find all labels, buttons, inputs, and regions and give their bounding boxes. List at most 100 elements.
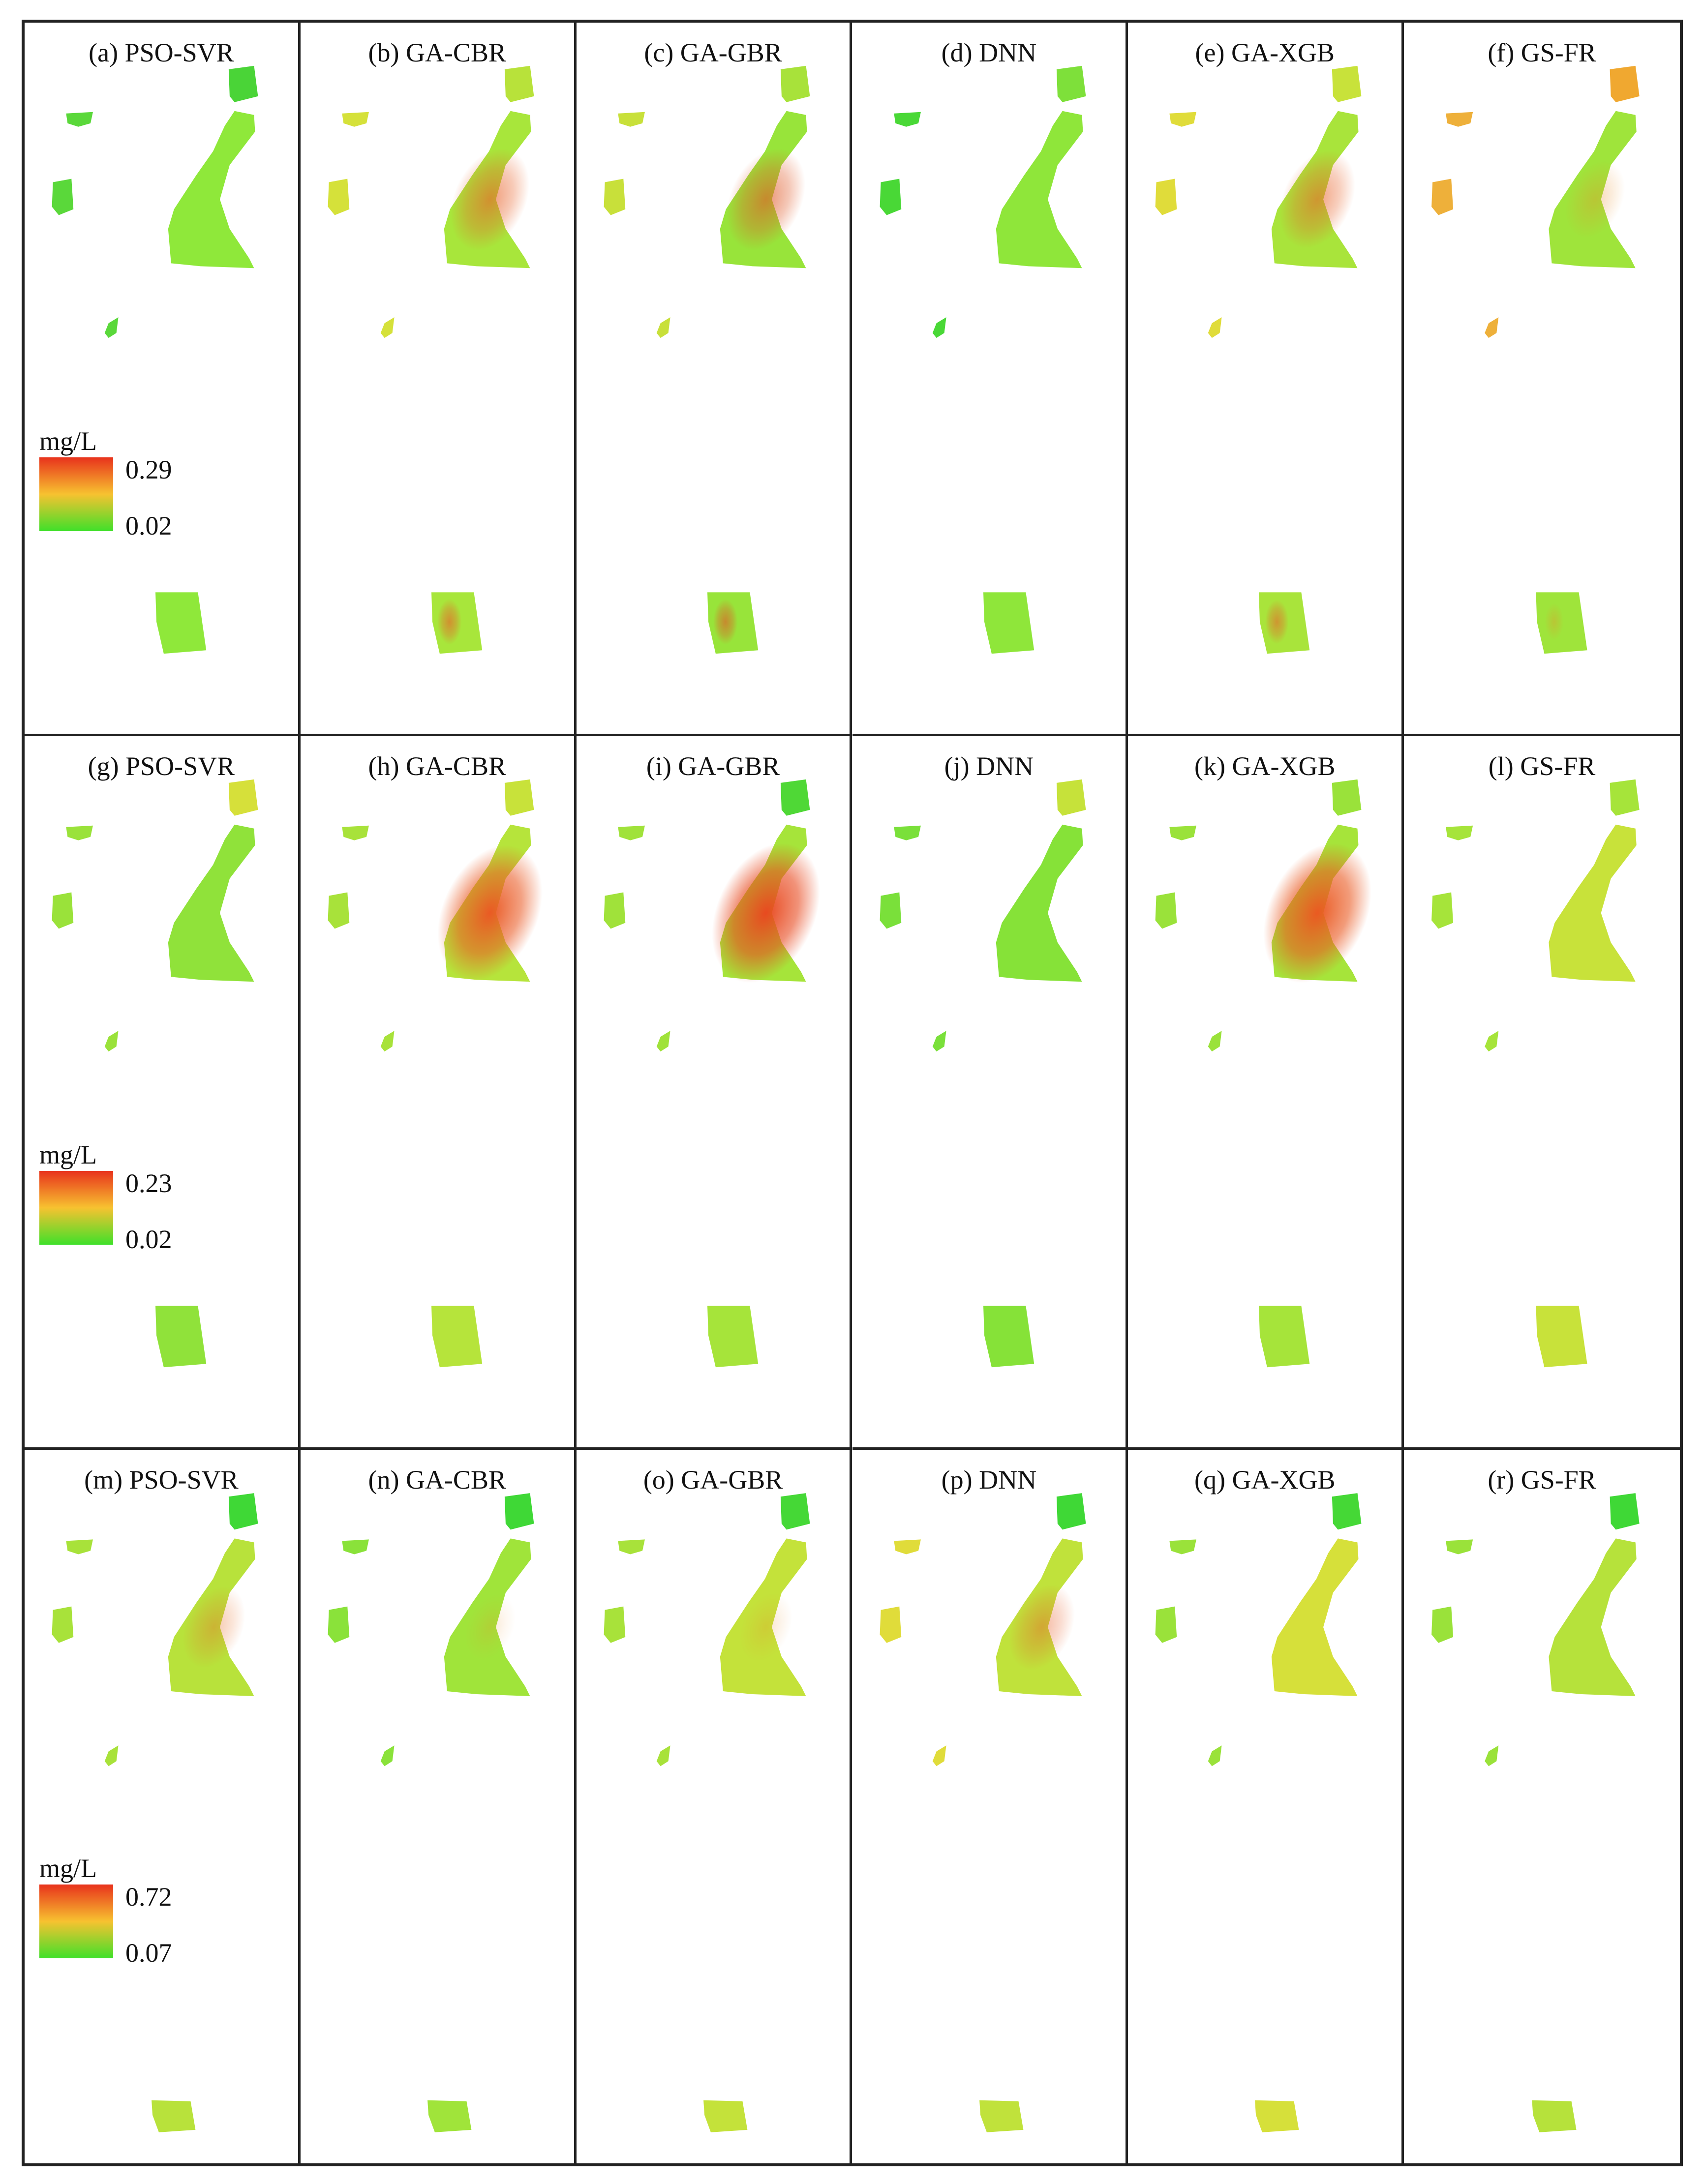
panel-title: (g) PSO-SVR [88, 751, 235, 781]
west-lake [880, 179, 901, 215]
northwest-lake [618, 1539, 645, 1555]
northwest-lake [342, 112, 369, 127]
concentration-hotspot [183, 1586, 245, 1668]
south-islet [656, 317, 670, 338]
legend-color-ramp [39, 457, 113, 531]
west-lake [52, 892, 74, 929]
south-lake [979, 2100, 1023, 2132]
lake-map [880, 1493, 1086, 2132]
west-lake [1155, 1606, 1177, 1643]
south-lake [152, 2100, 196, 2132]
south-lake [1255, 2100, 1299, 2132]
northwest-lake [893, 112, 921, 127]
lake-map [604, 65, 810, 654]
legend-color-ramp [39, 1170, 113, 1245]
panel-title: (q) GA-XGB [1194, 1465, 1336, 1495]
panel-title: (n) GA-CBR [368, 1465, 506, 1495]
concentration-hotspot [1545, 603, 1564, 640]
concentration-hotspot [437, 598, 462, 645]
northeast-lake [1332, 779, 1362, 816]
map-panel: (q) GA-XGB [1128, 1450, 1404, 2163]
legend-unit: mg/L [39, 426, 97, 456]
south-lake [983, 1306, 1034, 1368]
map-panel: (f) GS-FR [1404, 23, 1680, 736]
legend-unit: mg/L [39, 1853, 97, 1883]
map-panel: (e) GA-XGB [1128, 23, 1404, 736]
lake-map [604, 779, 820, 1368]
northeast-lake [1610, 65, 1640, 102]
legend-min-value: 0.07 [125, 1938, 172, 1968]
concentration-hotspot [464, 1594, 516, 1661]
lake-map [604, 1493, 810, 2132]
legend-unit: mg/L [39, 1139, 97, 1169]
northeast-lake [1332, 1493, 1362, 1530]
legend-max-value: 0.72 [125, 1882, 172, 1912]
west-lake [1155, 179, 1177, 215]
west-lake [1155, 892, 1177, 929]
map-panel: (r) GS-FR [1404, 1450, 1680, 2163]
south-islet [1485, 1745, 1499, 1766]
main-lake [1549, 824, 1637, 982]
northwest-lake [893, 1539, 921, 1555]
northeast-lake [1056, 65, 1086, 102]
west-lake [604, 179, 625, 215]
northwest-lake [66, 825, 93, 840]
legend-min-value: 0.02 [125, 1224, 172, 1254]
south-lake [427, 2100, 472, 2132]
south-lake [1259, 1306, 1310, 1368]
west-lake [1431, 179, 1454, 215]
lake-map [328, 779, 543, 1368]
panel-title: (m) PSO-SVR [84, 1465, 239, 1495]
panel-title: (j) DNN [944, 751, 1034, 781]
south-lake [155, 592, 207, 654]
lake-map [880, 65, 1086, 654]
map-panel: (m) PSO-SVR mg/L 0.72 0.07 [25, 1450, 301, 2163]
west-lake [880, 892, 901, 929]
south-islet [1485, 1031, 1499, 1052]
concentration-hotspot [1279, 150, 1356, 249]
map-panel: (l) GS-FR [1404, 736, 1680, 1450]
legend-max-value: 0.23 [125, 1168, 172, 1198]
main-lake [1272, 1538, 1359, 1697]
concentration-hotspot [1565, 161, 1625, 238]
west-lake [328, 179, 350, 215]
west-lake [52, 179, 74, 215]
northwest-lake [342, 825, 369, 840]
west-lake [604, 892, 625, 929]
south-lake [1532, 2100, 1577, 2132]
northwest-lake [66, 1539, 93, 1555]
northwest-lake [618, 112, 645, 127]
northwest-lake [66, 112, 93, 127]
lake-map [1155, 1493, 1362, 2132]
south-lake [155, 1306, 207, 1368]
northeast-lake [228, 779, 258, 816]
lake-map [52, 1493, 258, 2132]
northeast-lake [1610, 1493, 1640, 1530]
lake-map [52, 779, 258, 1368]
lake-map [1431, 1493, 1640, 2132]
concentration-hotspot [437, 845, 543, 981]
concentration-hotspot [1265, 599, 1289, 644]
west-lake [1431, 892, 1454, 929]
legend-max-value: 0.29 [125, 454, 172, 484]
panel-title: (c) GA-GBR [644, 38, 782, 67]
south-islet [104, 1031, 119, 1052]
northeast-lake [504, 65, 534, 102]
northeast-lake [780, 779, 810, 816]
map-panel: (h) GA-CBR [300, 736, 577, 1450]
lake-map [1431, 779, 1640, 1368]
northwest-lake [342, 1539, 369, 1555]
map-panel: (g) PSO-SVR mg/L 0.23 0.02 [25, 736, 301, 1450]
northwest-lake [1169, 825, 1197, 840]
concentration-hotspot [739, 1592, 792, 1662]
map-panel: (b) GA-CBR [300, 23, 577, 736]
south-lake [707, 1306, 758, 1368]
south-lake [983, 592, 1034, 654]
northwest-lake [1446, 825, 1473, 840]
south-islet [932, 317, 946, 338]
main-lake [1549, 1538, 1637, 1697]
map-panel: (k) GA-XGB [1128, 736, 1404, 1450]
panel-title: (k) GA-XGB [1194, 751, 1336, 781]
northwest-lake [1446, 1539, 1473, 1555]
map-panel: (j) DNN [852, 736, 1128, 1450]
